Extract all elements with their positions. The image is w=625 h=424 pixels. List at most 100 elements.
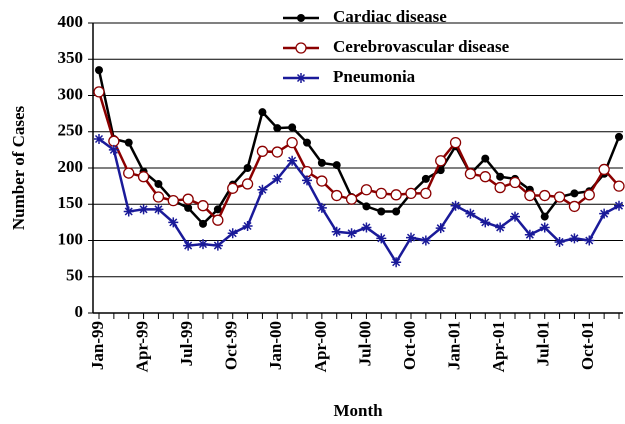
data-point [406, 232, 416, 243]
data-point [450, 200, 461, 211]
y-tick-label: 150 [58, 193, 84, 212]
data-point [509, 176, 521, 189]
data-point [258, 108, 267, 117]
data-point [390, 189, 402, 201]
data-point [464, 168, 477, 180]
data-point [362, 202, 371, 211]
data-point [257, 184, 268, 195]
data-point [95, 66, 103, 75]
x-tick-label: Apr-00 [311, 321, 330, 372]
data-point [332, 161, 341, 170]
data-point [227, 182, 239, 194]
data-point [303, 138, 311, 147]
x-tick-label: Jan-00 [266, 321, 285, 370]
data-point [496, 172, 505, 181]
data-point [199, 219, 207, 228]
data-point [316, 175, 328, 187]
data-point [108, 144, 119, 155]
x-tick-label: Apr-01 [489, 321, 508, 372]
x-tick-label: Apr-99 [132, 321, 151, 372]
data-point [495, 222, 506, 233]
data-point [331, 189, 343, 202]
y-tick-label: 400 [58, 12, 84, 31]
data-point [302, 175, 312, 186]
data-point [539, 189, 551, 202]
data-point [524, 229, 535, 240]
x-tick-label: Jan-99 [88, 321, 107, 370]
x-tick-label: Jul-99 [177, 321, 196, 366]
x-axis-label: Month [333, 401, 383, 420]
data-point [153, 204, 164, 215]
legend-label: Cerebrovascular disease [333, 37, 510, 56]
data-point [613, 180, 625, 192]
y-tick-label: 100 [58, 229, 84, 248]
data-point [553, 191, 566, 203]
data-point [256, 145, 269, 157]
y-tick-label: 250 [58, 121, 84, 140]
y-axis-label: Number of Cases [9, 105, 28, 230]
data-point [242, 221, 253, 231]
data-point [317, 158, 326, 167]
data-point [599, 208, 610, 219]
data-point [583, 189, 595, 201]
data-point [376, 233, 387, 244]
x-tick-label: Oct-01 [578, 321, 597, 370]
data-point [93, 86, 105, 98]
data-point [287, 155, 298, 166]
y-tick-label: 0 [75, 302, 84, 321]
data-point [183, 240, 194, 251]
data-point [435, 155, 447, 167]
data-point [227, 228, 238, 239]
data-point [449, 136, 462, 149]
data-point [288, 123, 297, 132]
x-tick-label: Oct-99 [222, 321, 241, 370]
data-point [479, 171, 491, 183]
data-point [167, 194, 179, 207]
data-point [481, 154, 490, 163]
data-point [152, 191, 165, 203]
x-tick-label: Jul-01 [534, 321, 553, 366]
data-point [420, 235, 431, 246]
data-point [570, 189, 579, 198]
data-point [615, 132, 623, 141]
data-point [584, 235, 595, 246]
y-tick-label: 200 [58, 157, 84, 176]
data-point [212, 240, 223, 251]
data-point [123, 167, 135, 179]
x-tick-label: Jan-01 [444, 321, 463, 370]
data-point [435, 223, 446, 234]
data-point [554, 236, 565, 247]
data-point [108, 135, 120, 147]
data-point [124, 138, 133, 147]
data-point [421, 174, 430, 183]
data-point [614, 200, 624, 211]
data-point [272, 173, 283, 184]
data-point [271, 146, 283, 158]
data-point [480, 217, 491, 228]
data-point [123, 206, 134, 217]
data-point [316, 202, 327, 213]
data-point [241, 178, 254, 190]
legend-marker [297, 14, 305, 22]
data-point [436, 166, 445, 175]
data-point [377, 207, 386, 216]
data-point [539, 222, 550, 233]
legend-label: Pneumonia [333, 67, 416, 86]
series-line [98, 137, 620, 265]
data-point [345, 193, 358, 205]
legend-marker [295, 42, 307, 54]
data-point [568, 200, 581, 213]
data-point [494, 181, 506, 194]
data-point [198, 239, 208, 250]
y-tick-label: 50 [66, 266, 83, 285]
data-point [598, 163, 610, 176]
data-point [212, 214, 224, 226]
legend-label: Cardiac disease [333, 7, 447, 26]
data-point [360, 184, 373, 196]
data-point [138, 204, 149, 215]
data-point [420, 187, 432, 200]
data-point [331, 226, 342, 237]
data-point [540, 212, 549, 221]
data-point [375, 187, 387, 200]
